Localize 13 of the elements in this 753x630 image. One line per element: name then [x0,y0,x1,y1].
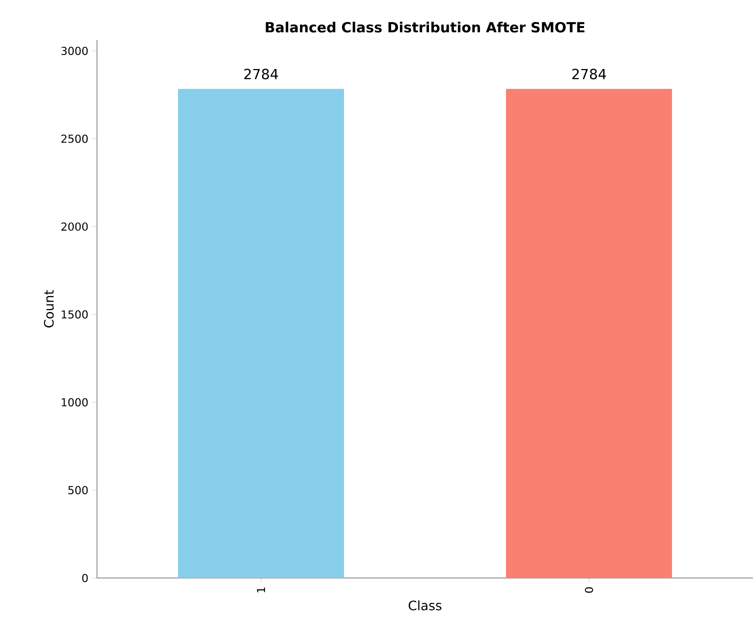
y-axis-title: Count [44,290,54,328]
y-tick-label: 1500 [62,310,88,319]
y-tick-label: 3000 [61,46,88,56]
x-axis-title: Class [408,600,442,610]
data-label: 2784 [244,68,278,80]
y-tick-label: 1000 [62,398,88,406]
x-tick-label: 1 [257,588,265,592]
y-tick-label: 2500 [61,134,88,143]
y-tick-label: 0 [82,574,88,582]
y-tick-label: 500 [68,486,88,494]
y-tick-label: 2000 [61,222,88,231]
chart-title: Balanced Class Distribution After SMOTE [266,22,584,32]
data-label: 2784 [572,68,606,80]
